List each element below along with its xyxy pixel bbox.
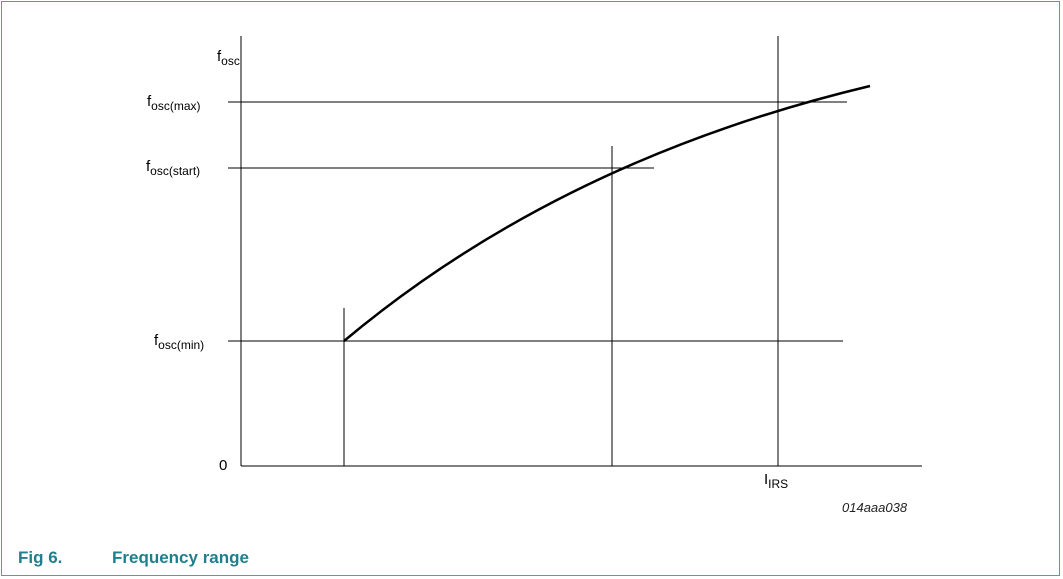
level-label-fosc-min: fosc(min) (154, 332, 205, 352)
level-label-fosc-max: fosc(max) (147, 93, 201, 113)
frequency-curve (343, 84, 871, 342)
x-marker-label-irs: IIRS (764, 471, 789, 491)
origin-label: 0 (219, 457, 228, 474)
figure-title: Frequency range (112, 548, 249, 567)
level-label-fosc-start: fosc(start) (146, 158, 201, 178)
figure-number: Fig 6. (18, 548, 63, 567)
y-axis-label-fosc: fosc (217, 48, 240, 68)
figure-caption: Fig 6. Frequency range (18, 548, 249, 568)
drawing-id: 014aaa038 (842, 500, 908, 515)
